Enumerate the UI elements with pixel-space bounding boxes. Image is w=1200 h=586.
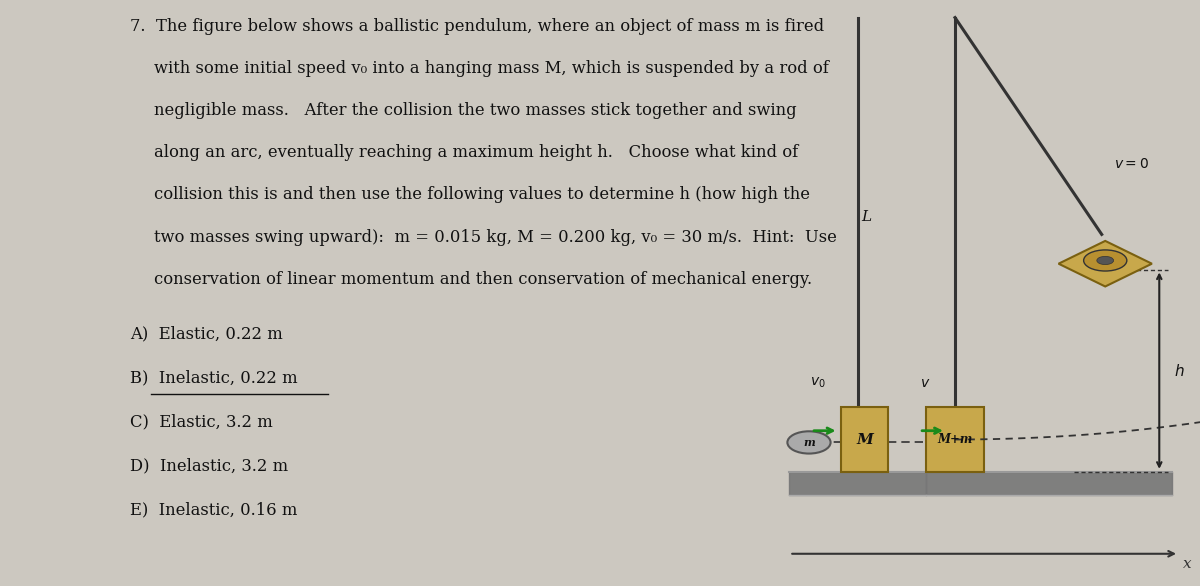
Text: m: m <box>803 437 815 448</box>
Text: negligible mass.   After the collision the two masses stick together and swing: negligible mass. After the collision the… <box>154 102 797 119</box>
Text: E)  Inelastic, 0.16 m: E) Inelastic, 0.16 m <box>130 501 296 518</box>
Text: $v_0$: $v_0$ <box>810 375 826 390</box>
Text: $v$: $v$ <box>919 376 930 390</box>
Text: $h$: $h$ <box>1174 363 1184 379</box>
Text: B)  Inelastic, 0.22 m: B) Inelastic, 0.22 m <box>130 369 298 386</box>
Text: C)  Elastic, 3.2 m: C) Elastic, 3.2 m <box>130 413 272 430</box>
Bar <box>926 407 984 472</box>
Bar <box>1058 241 1152 287</box>
Text: conservation of linear momentum and then conservation of mechanical energy.: conservation of linear momentum and then… <box>154 271 811 288</box>
Text: M+m: M+m <box>937 433 973 446</box>
Ellipse shape <box>787 431 830 454</box>
Text: $v = 0$: $v = 0$ <box>1115 157 1150 171</box>
Text: L: L <box>860 210 871 224</box>
Text: along an arc, eventually reaching a maximum height h.   Choose what kind of: along an arc, eventually reaching a maxi… <box>154 144 798 161</box>
Text: x: x <box>1182 557 1192 571</box>
Text: M: M <box>856 432 872 447</box>
Text: two masses swing upward):  m = 0.015 kg, M = 0.200 kg, v₀ = 30 m/s.  Hint:  Use: two masses swing upward): m = 0.015 kg, … <box>154 229 836 246</box>
Text: A)  Elastic, 0.22 m: A) Elastic, 0.22 m <box>130 325 282 342</box>
Circle shape <box>1097 257 1114 264</box>
Text: 7.  The figure below shows a ballistic pendulum, where an object of mass m is fi: 7. The figure below shows a ballistic pe… <box>130 18 823 35</box>
Text: D)  Inelastic, 3.2 m: D) Inelastic, 3.2 m <box>130 457 288 474</box>
Circle shape <box>1084 250 1127 271</box>
Text: with some initial speed v₀ into a hanging mass M, which is suspended by a rod of: with some initial speed v₀ into a hangin… <box>154 60 828 77</box>
Bar <box>840 407 888 472</box>
Text: collision this is and then use the following values to determine h (how high the: collision this is and then use the follo… <box>154 186 810 203</box>
